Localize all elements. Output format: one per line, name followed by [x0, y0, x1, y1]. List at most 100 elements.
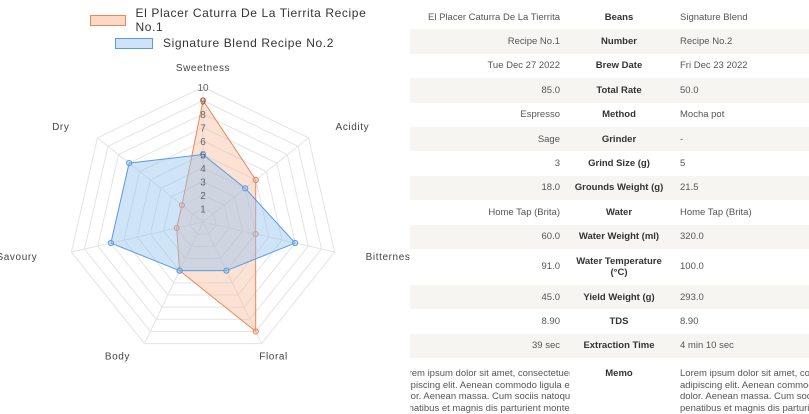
cell-recipe-1: Home Tap (Brita) — [488, 206, 560, 218]
tick-label: 7 — [200, 124, 206, 135]
data-point — [199, 97, 207, 104]
legend-swatch-recipe-1 — [90, 14, 126, 26]
table-row: Tue Dec 27 2022 Brew Date Fri Dec 23 2022 — [410, 54, 809, 78]
table-row: 45.0 Yield Weight (g) 293.0 — [410, 284, 809, 310]
grid-spoke — [202, 221, 263, 344]
data-point — [199, 151, 207, 158]
cell-label: TDS — [609, 315, 629, 327]
grid-spoke — [143, 221, 204, 344]
tick-label: 1 — [200, 205, 206, 216]
cell-recipe-2: 4 min 10 sec — [680, 340, 734, 352]
data-point — [242, 185, 249, 192]
cell-label: Method — [602, 109, 636, 121]
cell-label: Grind Size (g) — [588, 158, 650, 170]
axis-label: Floral — [259, 352, 288, 363]
grid-ring — [84, 99, 322, 332]
grid-spoke — [71, 221, 204, 253]
data-point — [176, 267, 183, 274]
cell-recipe-2: 50.0 — [680, 84, 699, 96]
tick-label: 8 — [200, 110, 206, 121]
data-point — [252, 328, 259, 335]
grid-ring — [70, 86, 336, 345]
cell-recipe-1: 8.90 — [541, 315, 561, 327]
cell-label: Water Temperature (°C) — [576, 255, 662, 278]
cell-recipe-1: 3 — [554, 158, 560, 170]
grid-ring — [123, 140, 283, 296]
memo-line: Lorem ipsum dolor sit amet, consectetuer — [680, 368, 809, 379]
axis-label: Savoury — [0, 252, 37, 263]
comparison-table: El Placer Caturra De La Tierrita Beans Sig… — [410, 5, 809, 359]
cell-label: Beans — [604, 11, 634, 23]
data-point — [252, 176, 259, 184]
data-point — [223, 267, 230, 274]
cell-recipe-2: Signature Blend — [680, 11, 748, 23]
memo-line: penatibus et magnis dis parturient monte… — [410, 402, 570, 414]
axis-label: Bitterness — [366, 252, 410, 263]
cell-recipe-2: Home Tap (Brita) — [680, 206, 752, 218]
data-point — [173, 224, 180, 232]
cell-recipe-1: 39 sec — [532, 340, 560, 352]
cell-label: Water — [605, 206, 633, 218]
cell-label: Grinder — [601, 133, 637, 145]
memo-line: dolor. Aenean massa. Cum sociis natoque — [410, 391, 570, 402]
data-point — [252, 230, 259, 238]
table-row: 91.0 Water Temperature (°C) 100.0 — [410, 249, 809, 285]
table-row: 18.0 Grounds Weight (g) 21.5 — [410, 175, 809, 201]
table-row: 39 sec Extraction Time 4 min 10 sec — [410, 333, 809, 359]
cell-recipe-2: 293.0 — [680, 291, 704, 303]
tick-label: 5 — [200, 151, 206, 162]
legend-swatch-recipe-2 — [115, 37, 153, 49]
cell-label: Extraction Time — [583, 340, 655, 352]
table-row: 85.0 Total Rate 50.0 — [410, 78, 809, 103]
cell-recipe-2: 100.0 — [680, 261, 704, 273]
data-point — [292, 239, 299, 247]
memo-line: penatibus et magnis dis parturient monte… — [680, 402, 809, 414]
legend-item-recipe-2[interactable]: Signature Blend Recipe No.2 — [90, 33, 380, 53]
series-area-1 — [176, 99, 257, 333]
table-row: 3 Grind Size (g) 5 — [410, 151, 809, 175]
cell-label: Grounds Weight (g) — [574, 182, 664, 194]
data-point — [178, 202, 185, 209]
table-row: 8.90 TDS 8.90 — [410, 309, 809, 333]
axis-label: Acidity — [336, 122, 370, 133]
cell-label: Yield Weight (g) — [583, 291, 655, 303]
chart-legend: El Placer Caturra De La Tierrita Recipe … — [90, 6, 380, 56]
axis-label: Body — [105, 352, 130, 363]
tick-label: 9 — [200, 97, 206, 108]
tick-label: 6 — [200, 137, 206, 148]
grid-ring — [162, 180, 244, 259]
cell-recipe-2: 8.90 — [680, 315, 699, 327]
axis-label: Sweetness — [176, 63, 230, 74]
grid-ring — [189, 207, 217, 235]
cell-label: Water Weight (ml) — [578, 231, 660, 243]
cell-recipe-2: Mocha pot — [680, 109, 725, 121]
memo-line: dolor. Aenean massa. Cum sociis natoque — [680, 391, 809, 402]
data-point — [126, 159, 133, 167]
tick-label: 2 — [200, 191, 206, 202]
memo-label: Memo — [605, 368, 633, 379]
cell-recipe-2: Fri Dec 23 2022 — [680, 60, 748, 72]
cell-recipe-1: Espresso — [520, 109, 560, 121]
memo-line: Lorem ipsum dolor sit amet, consectetuer — [410, 368, 570, 379]
cell-label: Brew Date — [595, 60, 643, 72]
table-row: Recipe No.1 Number Recipe No.2 — [410, 29, 809, 54]
table-row: El Placer Caturra De La Tierrita Beans Sig… — [410, 5, 809, 29]
tick-label: 4 — [200, 164, 206, 175]
cell-recipe-2: 21.5 — [680, 182, 699, 194]
cell-recipe-1: 85.0 — [541, 84, 561, 96]
table-row: Home Tap (Brita) Water Home Tap (Brita) — [410, 200, 809, 224]
memo-left: Lorem ipsum dolor sit amet, consectetuer… — [410, 368, 570, 414]
table-row: 60.0 Water Weight (ml) 320.0 — [410, 224, 809, 249]
cell-label: Number — [601, 36, 637, 48]
data-point — [107, 239, 114, 247]
series-area-2 — [110, 153, 296, 272]
cell-recipe-2: 320.0 — [680, 231, 704, 243]
memo-line: adipiscing elit. Aenean commodo ligula e… — [410, 379, 570, 391]
grid-ring — [97, 113, 309, 320]
cell-recipe-2: - — [680, 133, 684, 145]
cell-recipe-1: Recipe No.1 — [507, 36, 560, 48]
grid-ring — [136, 153, 270, 284]
cell-recipe-2: 5 — [680, 158, 686, 170]
legend-item-recipe-1[interactable]: El Placer Caturra De La Tierrita Recipe … — [90, 6, 380, 34]
cell-recipe-1: El Placer Caturra De La Tierrita — [428, 11, 560, 23]
